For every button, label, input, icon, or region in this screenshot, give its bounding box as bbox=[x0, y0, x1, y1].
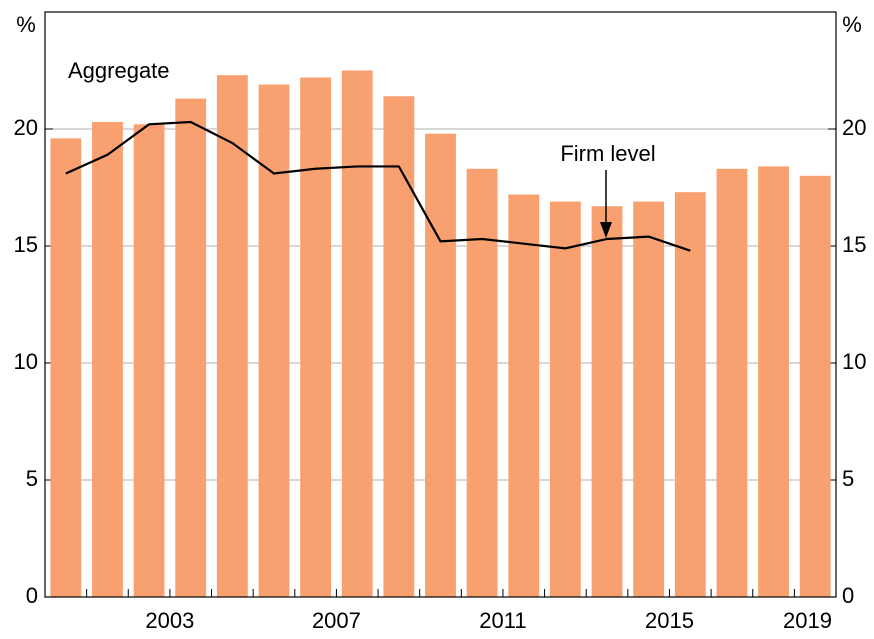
x-tick-label: 2007 bbox=[312, 608, 361, 633]
bar bbox=[758, 166, 789, 597]
bar bbox=[50, 138, 82, 598]
y2-tick-label: 0 bbox=[842, 583, 854, 608]
bar bbox=[591, 206, 623, 597]
x-tick-label: 2019 bbox=[783, 608, 832, 633]
y-unit-left: % bbox=[16, 12, 36, 37]
line bbox=[65, 120, 691, 252]
x-tick-label: 2003 bbox=[145, 608, 194, 633]
bar bbox=[258, 84, 290, 598]
y-unit-right: % bbox=[842, 12, 862, 37]
y2-tick-label: 5 bbox=[842, 466, 854, 491]
bar bbox=[508, 194, 540, 597]
y2-tick-label: 20 bbox=[842, 115, 866, 140]
y-tick-label: 0 bbox=[26, 583, 38, 608]
bar bbox=[175, 98, 207, 597]
bar bbox=[716, 168, 748, 597]
bar bbox=[216, 75, 248, 598]
bar bbox=[133, 124, 165, 597]
y2-tick-label: 10 bbox=[842, 349, 866, 374]
bar bbox=[633, 201, 665, 598]
annotation: Firm level bbox=[560, 141, 655, 166]
x-tick-label: 2015 bbox=[645, 608, 694, 633]
bar bbox=[92, 121, 123, 597]
bar bbox=[799, 175, 831, 598]
y2-tick-label: 15 bbox=[842, 232, 866, 257]
bar bbox=[425, 133, 456, 597]
bar bbox=[300, 77, 332, 597]
bar bbox=[383, 96, 415, 598]
y-tick-label: 20 bbox=[14, 115, 38, 140]
plot-frame bbox=[44, 11, 837, 598]
y-tick-label: 15 bbox=[14, 232, 38, 257]
bar bbox=[341, 70, 373, 597]
x-tick-label: 2011 bbox=[479, 608, 526, 633]
bar bbox=[674, 192, 706, 597]
bar bbox=[549, 201, 581, 598]
bar bbox=[466, 168, 498, 597]
y-tick-label: 10 bbox=[14, 349, 38, 374]
annotation: Aggregate bbox=[68, 58, 170, 83]
arrow-head bbox=[600, 222, 612, 238]
y-tick-label: 5 bbox=[26, 466, 38, 491]
